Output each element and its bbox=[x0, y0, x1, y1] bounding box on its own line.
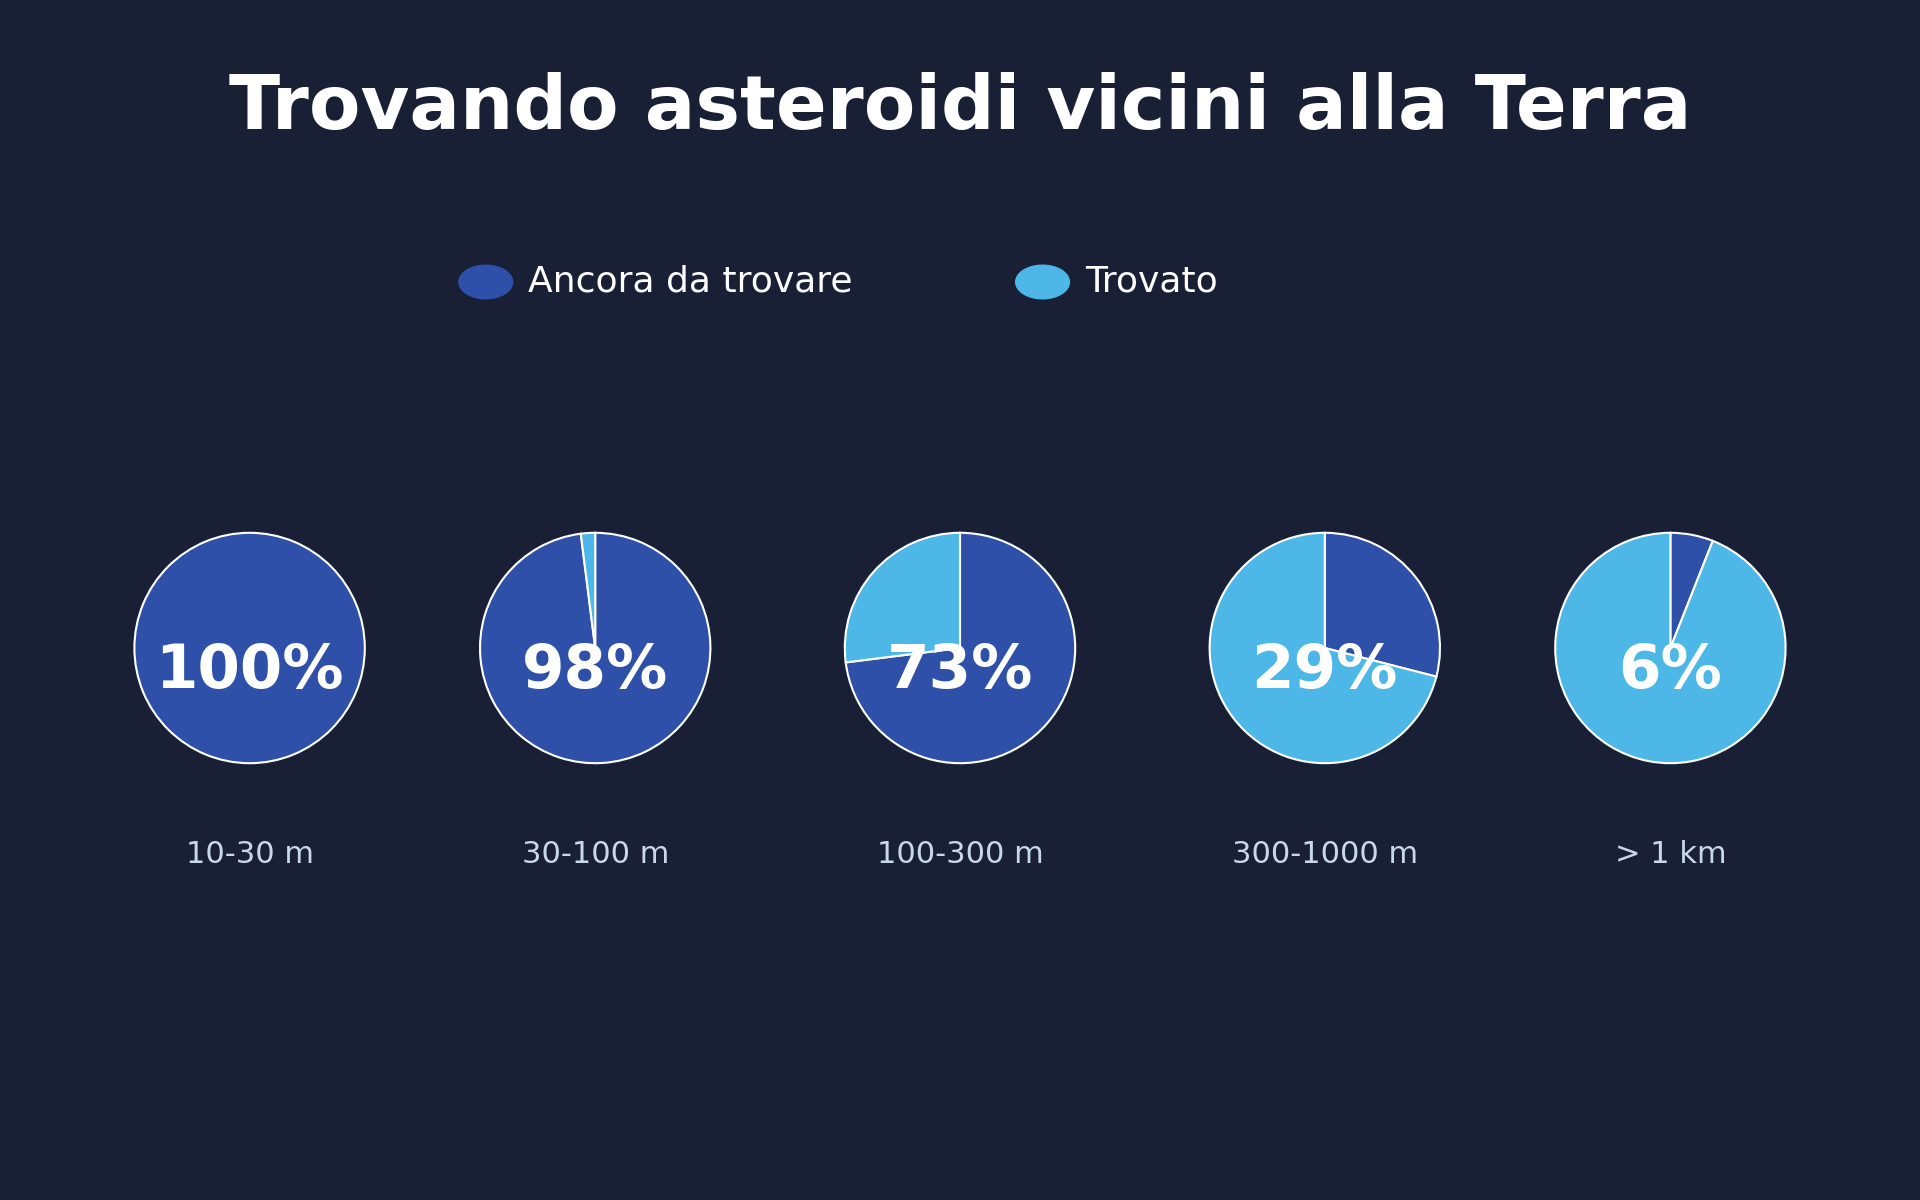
Wedge shape bbox=[1210, 533, 1436, 763]
Wedge shape bbox=[480, 533, 710, 763]
Text: 6%: 6% bbox=[1619, 642, 1722, 701]
Text: 300-1000 m: 300-1000 m bbox=[1233, 840, 1417, 869]
Wedge shape bbox=[580, 533, 595, 648]
Text: > 1 km: > 1 km bbox=[1615, 840, 1726, 869]
Text: Trovando asteroidi vicini alla Terra: Trovando asteroidi vicini alla Terra bbox=[228, 72, 1692, 144]
Wedge shape bbox=[845, 533, 960, 662]
Wedge shape bbox=[845, 533, 1075, 763]
Wedge shape bbox=[134, 533, 365, 763]
Text: 30-100 m: 30-100 m bbox=[522, 840, 668, 869]
Text: 100%: 100% bbox=[156, 642, 344, 701]
Wedge shape bbox=[1325, 533, 1440, 677]
Text: Trovato: Trovato bbox=[1085, 265, 1217, 299]
Text: 100-300 m: 100-300 m bbox=[877, 840, 1043, 869]
Text: 98%: 98% bbox=[522, 642, 668, 701]
Wedge shape bbox=[1670, 533, 1713, 648]
Text: 10-30 m: 10-30 m bbox=[186, 840, 313, 869]
Wedge shape bbox=[1555, 533, 1786, 763]
Text: 73%: 73% bbox=[887, 642, 1033, 701]
Text: Ancora da trovare: Ancora da trovare bbox=[528, 265, 852, 299]
Text: 29%: 29% bbox=[1252, 642, 1398, 701]
